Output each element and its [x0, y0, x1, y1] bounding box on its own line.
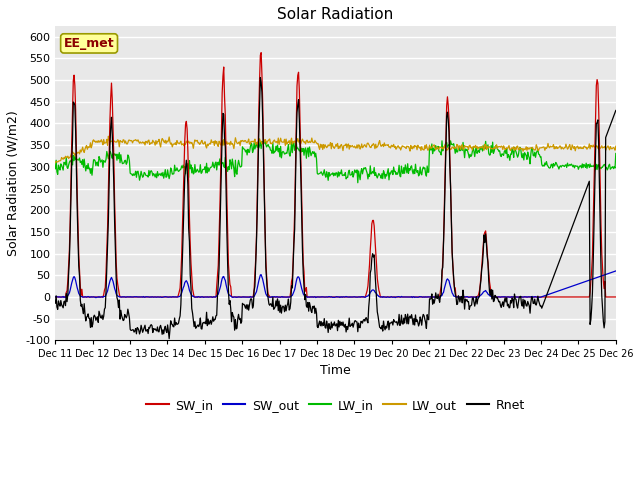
X-axis label: Time: Time — [320, 363, 351, 376]
Title: Solar Radiation: Solar Radiation — [278, 7, 394, 22]
Y-axis label: Solar Radiation (W/m2): Solar Radiation (W/m2) — [7, 110, 20, 256]
Legend: SW_in, SW_out, LW_in, LW_out, Rnet: SW_in, SW_out, LW_in, LW_out, Rnet — [141, 394, 530, 417]
Text: EE_met: EE_met — [64, 37, 115, 50]
